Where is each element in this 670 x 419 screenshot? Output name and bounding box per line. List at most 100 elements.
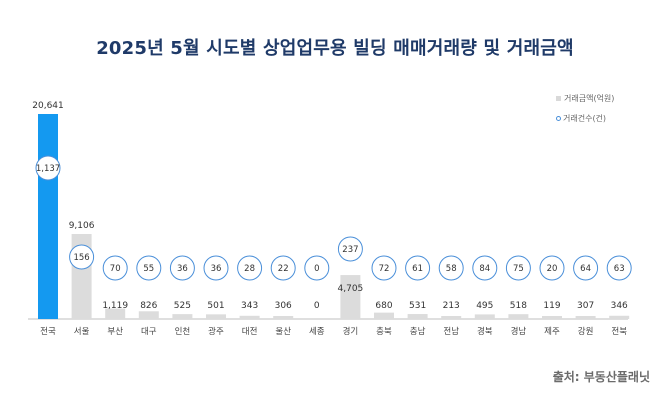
count-label-제주: 20: [547, 264, 558, 274]
count-marker-전북: [606, 255, 632, 281]
bar-label-전남: 213: [443, 301, 460, 311]
bar-label-광주: 501: [207, 301, 224, 311]
category-label-강원: 강원: [578, 326, 594, 337]
bar-강원: [575, 316, 596, 319]
bar-label-group: 20,641 9,106 1,119 826 525 501 343 306 0 4,705 680…: [32, 101, 628, 311]
category-label-충남: 충남: [410, 327, 426, 337]
count-marker-강원: [573, 255, 599, 281]
category-label-경북: 경북: [477, 326, 493, 337]
bar-대전: [239, 315, 260, 319]
count-label-경남: 75: [513, 264, 524, 274]
legend-item-count: 거래건수(건): [556, 108, 614, 128]
count-label-대구: 55: [143, 264, 154, 274]
count-label-부산: 70: [110, 264, 121, 274]
bar-label-강원: 307: [577, 301, 594, 311]
count-marker-경기: [337, 236, 363, 262]
count-marker-전남: [438, 255, 464, 281]
legend-label-amount: 거래금액(억원): [564, 93, 615, 103]
count-marker-경남: [505, 255, 531, 281]
count-label-강원: 64: [580, 264, 591, 274]
bar-충북: [374, 312, 394, 319]
bar-label-경북: 495: [476, 301, 493, 311]
count-label-충북: 72: [379, 264, 390, 274]
bar-충남: [407, 314, 428, 319]
bar-label-울산: 306: [275, 301, 292, 311]
count-label-충남: 61: [412, 264, 423, 274]
bar-전국: [38, 114, 58, 319]
count-marker-울산: [270, 255, 296, 281]
category-label-서울: 서울: [74, 327, 90, 337]
category-label-group: 전국 서울 부산 대구 인천 광주 대전 울산 세종 경기 충북 충남 전남 경북 경남 제주 강원 전북: [40, 326, 627, 337]
count-marker-경북: [472, 255, 498, 281]
category-label-전남: 전남: [443, 326, 459, 337]
chart-title: 2025년 5월 시도별 상업업무용 빌딩 매매거래량 및 거래금액: [96, 38, 574, 59]
bar-label-대전: 343: [241, 301, 258, 311]
count-label-세종: 0: [314, 264, 319, 274]
count-marker-부산: [102, 255, 128, 281]
count-label-전남: 58: [446, 264, 457, 274]
legend-item-amount: 거래금액(억원): [556, 88, 614, 108]
count-label-울산: 22: [278, 264, 289, 274]
category-label-대구: 대구: [141, 327, 157, 337]
bar-group: [38, 114, 630, 319]
bar-광주: [206, 314, 226, 319]
count-label-대전: 28: [244, 264, 255, 274]
bar-label-세종: 0: [314, 301, 320, 311]
count-marker-세종: [304, 255, 330, 281]
category-label-부산: 부산: [107, 326, 123, 337]
bar-label-대구: 826: [140, 301, 157, 311]
bar-label-부산: 1,119: [102, 301, 128, 311]
bar-울산: [273, 316, 294, 319]
marker-group: 1,137 156 70 55 36 36 28 22 0 237 72 61 58 84 75 20 64 63: [35, 155, 632, 281]
count-marker-충북: [371, 255, 397, 281]
count-marker-대구: [136, 255, 162, 281]
count-label-전북: 63: [614, 264, 625, 274]
count-label-경기: 237: [342, 245, 358, 255]
count-marker-충남: [405, 255, 431, 281]
count-label-서울: 156: [73, 253, 89, 263]
bar-label-전국: 20,641: [32, 101, 64, 111]
category-label-광주: 광주: [208, 326, 224, 337]
count-label-인천: 36: [177, 264, 188, 274]
count-marker-대전: [237, 255, 263, 281]
category-label-대전: 대전: [242, 326, 258, 337]
category-label-제주: 제주: [544, 327, 560, 337]
bar-전남: [441, 316, 462, 319]
count-marker-전국: [35, 155, 61, 181]
bar-label-전북: 346: [611, 301, 628, 311]
category-label-전북: 전북: [611, 326, 627, 337]
category-label-인천: 인천: [175, 326, 191, 337]
bar-부산: [105, 308, 126, 319]
category-label-울산: 울산: [275, 326, 291, 337]
legend: 거래금액(억원) 거래건수(건): [556, 88, 614, 128]
bar-제주: [542, 316, 562, 319]
legend-circle-swatch-icon: [556, 115, 561, 121]
bar-대구: [138, 311, 159, 319]
bar-label-서울: 9,106: [69, 221, 95, 231]
bar-label-경기: 4,705: [338, 284, 364, 294]
bar-label-인천: 525: [174, 301, 191, 311]
category-label-경기: 경기: [343, 326, 359, 337]
bar-label-제주: 119: [543, 301, 560, 311]
count-label-경북: 84: [479, 264, 490, 274]
bar-label-충북: 680: [375, 301, 392, 311]
count-label-전국: 1,137: [36, 164, 60, 174]
bar-label-경남: 518: [510, 301, 527, 311]
category-label-세종: 세종: [309, 327, 325, 337]
bar-인천: [172, 314, 193, 319]
bar-전북: [609, 315, 630, 319]
bar-경북: [474, 314, 495, 319]
count-marker-광주: [203, 255, 229, 281]
source-note: 출처: 부동산플래닛: [552, 370, 650, 384]
legend-bar-swatch-icon: [556, 95, 561, 101]
bar-경기: [340, 275, 361, 319]
count-marker-서울: [69, 244, 95, 270]
count-label-광주: 36: [211, 264, 222, 274]
category-label-충북: 충북: [376, 327, 392, 337]
count-marker-제주: [539, 255, 565, 281]
bar-label-충남: 531: [409, 301, 426, 311]
legend-label-count: 거래건수(건): [563, 113, 607, 123]
category-label-전국: 전국: [40, 326, 56, 337]
